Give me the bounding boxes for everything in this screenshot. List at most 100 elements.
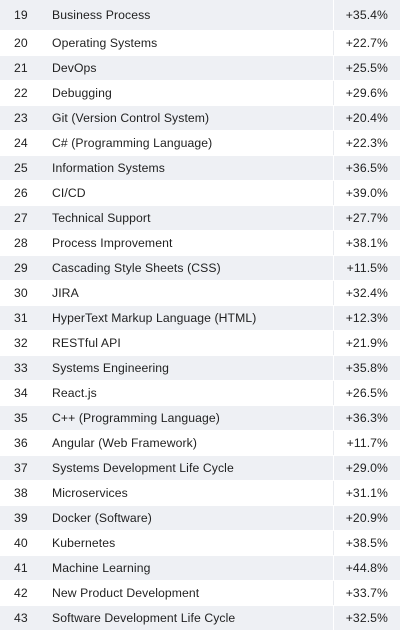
skill-cell: Systems Development Life Cycle — [52, 461, 234, 475]
rank-cell: 41 — [14, 561, 28, 575]
skill-cell: Technical Support — [52, 211, 151, 225]
table-row: 24 C# (Programming Language) +22.3% — [0, 130, 400, 155]
growth-cell: +44.8% — [333, 556, 400, 580]
skill-cell: Debugging — [52, 86, 112, 100]
table-row: 41 Machine Learning +44.8% — [0, 555, 400, 580]
growth-cell: +21.9% — [333, 331, 400, 355]
table-row: 39 Docker (Software) +20.9% — [0, 505, 400, 530]
growth-cell: +11.7% — [333, 431, 400, 455]
table-row: 40 Kubernetes +38.5% — [0, 530, 400, 555]
skill-cell: CI/CD — [52, 186, 86, 200]
rank-cell: 35 — [14, 411, 28, 425]
table-row: 32 RESTful API +21.9% — [0, 330, 400, 355]
skill-cell: Microservices — [52, 486, 128, 500]
rank-cell: 43 — [14, 611, 28, 625]
table-row: 43 Software Development Life Cycle +32.5% — [0, 605, 400, 630]
skill-cell: Software Development Life Cycle — [52, 611, 236, 625]
skill-cell: New Product Development — [52, 586, 200, 600]
rank-cell: 28 — [14, 236, 28, 250]
table-row: 22 Debugging +29.6% — [0, 80, 400, 105]
table-row: 29 Cascading Style Sheets (CSS) +11.5% — [0, 255, 400, 280]
skill-cell: DevOps — [52, 61, 97, 75]
rank-cell: 32 — [14, 336, 28, 350]
growth-cell: +39.0% — [333, 181, 400, 205]
skill-cell: C# (Programming Language) — [52, 136, 213, 150]
skill-cell: Business Process — [52, 8, 151, 22]
table-row: 21 DevOps +25.5% — [0, 55, 400, 80]
skill-cell: Kubernetes — [52, 536, 116, 550]
growth-cell: +36.5% — [333, 156, 400, 180]
growth-cell: +32.4% — [333, 281, 400, 305]
rank-cell: 25 — [14, 161, 28, 175]
rank-cell: 42 — [14, 586, 28, 600]
rank-cell: 38 — [14, 486, 28, 500]
skill-cell: Process Improvement — [52, 236, 173, 250]
skill-cell: HyperText Markup Language (HTML) — [52, 311, 257, 325]
growth-cell: +22.7% — [333, 31, 400, 55]
skill-cell: C++ (Programming Language) — [52, 411, 220, 425]
table-row: 37 Systems Development Life Cycle +29.0% — [0, 455, 400, 480]
growth-cell: +26.5% — [333, 381, 400, 405]
skill-cell: Machine Learning — [52, 561, 151, 575]
growth-cell: +38.1% — [333, 231, 400, 255]
skill-cell: Information Systems — [52, 161, 165, 175]
growth-cell: +35.8% — [333, 356, 400, 380]
table-row: 38 Microservices +31.1% — [0, 480, 400, 505]
skill-cell: Cascading Style Sheets (CSS) — [52, 261, 221, 275]
table-row: 42 New Product Development +33.7% — [0, 580, 400, 605]
rank-cell: 40 — [14, 536, 28, 550]
rank-cell: 36 — [14, 436, 28, 450]
growth-cell: +27.7% — [333, 206, 400, 230]
growth-cell: +35.4% — [333, 0, 400, 30]
rank-cell: 30 — [14, 286, 28, 300]
skill-cell: Angular (Web Framework) — [52, 436, 197, 450]
rank-cell: 19 — [14, 8, 28, 22]
growth-cell: +20.9% — [333, 506, 400, 530]
rank-cell: 39 — [14, 511, 28, 525]
table-row: 19 Business Process +35.4% — [0, 0, 400, 30]
growth-cell: +29.6% — [333, 81, 400, 105]
growth-cell: +22.3% — [333, 131, 400, 155]
growth-cell: +12.3% — [333, 306, 400, 330]
rank-cell: 31 — [14, 311, 28, 325]
growth-cell: +36.3% — [333, 406, 400, 430]
rank-cell: 24 — [14, 136, 28, 150]
rank-cell: 20 — [14, 36, 28, 50]
skill-cell: Systems Engineering — [52, 361, 170, 375]
growth-cell: +11.5% — [333, 256, 400, 280]
table-row: 31 HyperText Markup Language (HTML) +12.3% — [0, 305, 400, 330]
growth-cell: +25.5% — [333, 56, 400, 80]
table-row: 23 Git (Version Control System) +20.4% — [0, 105, 400, 130]
rank-cell: 21 — [14, 61, 28, 75]
table-row: 26 CI/CD +39.0% — [0, 180, 400, 205]
rank-cell: 22 — [14, 86, 28, 100]
skill-cell: Git (Version Control System) — [52, 111, 210, 125]
rank-cell: 27 — [14, 211, 28, 225]
rank-cell: 26 — [14, 186, 28, 200]
skill-cell: JIRA — [52, 286, 79, 300]
rank-cell: 34 — [14, 386, 28, 400]
skill-cell: React.js — [52, 386, 97, 400]
growth-cell: +29.0% — [333, 456, 400, 480]
rank-cell: 37 — [14, 461, 28, 475]
growth-cell: +20.4% — [333, 106, 400, 130]
table-row: 36 Angular (Web Framework) +11.7% — [0, 430, 400, 455]
table-row: 30 JIRA +32.4% — [0, 280, 400, 305]
table-row: 28 Process Improvement +38.1% — [0, 230, 400, 255]
table-row: 20 Operating Systems +22.7% — [0, 30, 400, 55]
growth-cell: +31.1% — [333, 481, 400, 505]
growth-cell: +32.5% — [333, 606, 400, 630]
skill-cell: Docker (Software) — [52, 511, 152, 525]
table-row: 34 React.js +26.5% — [0, 380, 400, 405]
rank-cell: 23 — [14, 111, 28, 125]
skill-cell: Operating Systems — [52, 36, 158, 50]
table-row: 27 Technical Support +27.7% — [0, 205, 400, 230]
table-row: 35 C++ (Programming Language) +36.3% — [0, 405, 400, 430]
rank-cell: 29 — [14, 261, 28, 275]
skill-cell: RESTful API — [52, 336, 121, 350]
table-row: 25 Information Systems +36.5% — [0, 155, 400, 180]
growth-cell: +33.7% — [333, 581, 400, 605]
rank-cell: 33 — [14, 361, 28, 375]
table-row: 33 Systems Engineering +35.8% — [0, 355, 400, 380]
